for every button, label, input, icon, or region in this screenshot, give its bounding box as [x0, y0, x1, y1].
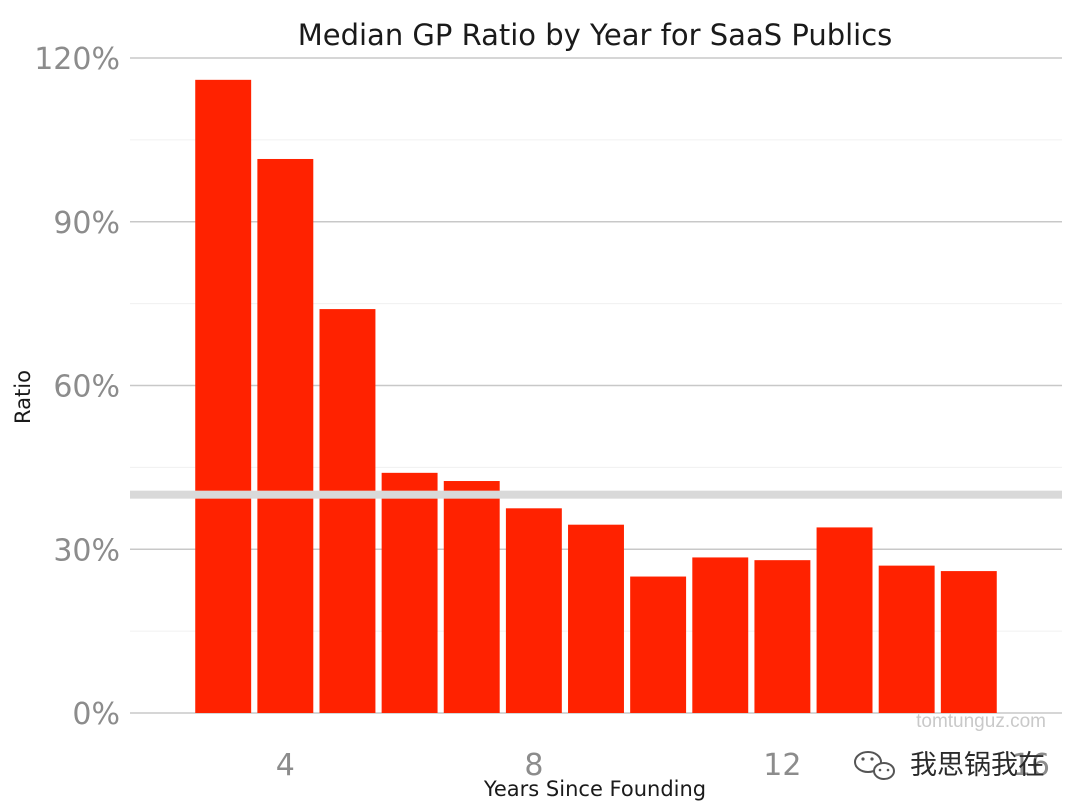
bar	[816, 527, 873, 713]
watermark-text: tomtunguz.com	[916, 711, 1046, 732]
bar	[940, 571, 997, 713]
x-tick-label: 16	[1012, 748, 1050, 783]
chart-title: Median GP Ratio by Year for SaaS Publics	[298, 18, 893, 52]
reference-line	[130, 490, 1062, 499]
bar	[630, 576, 687, 713]
bar	[505, 508, 562, 713]
bars	[195, 79, 997, 714]
y-tick-label: 120%	[34, 42, 120, 77]
bar	[754, 560, 811, 713]
bar	[878, 565, 935, 713]
x-tick-label: 8	[524, 748, 543, 783]
x-axis-label: Years Since Founding	[483, 777, 706, 801]
y-tick-label: 90%	[53, 206, 120, 241]
y-tick-label: 0%	[72, 697, 120, 732]
wechat-icon	[854, 751, 895, 780]
x-tick-labels: 4 8 12 16	[276, 748, 1050, 783]
bar	[257, 158, 314, 713]
x-tick-label: 12	[763, 748, 801, 783]
wechat-caption: 我思锅我在	[910, 750, 1045, 781]
bar	[692, 557, 749, 713]
bar	[381, 472, 438, 713]
x-tick-label: 4	[276, 748, 295, 783]
y-tick-label: 60%	[53, 370, 120, 405]
y-tick-labels: 0% 30% 60% 90% 120%	[34, 42, 120, 732]
bar	[319, 309, 376, 713]
bar	[568, 524, 624, 713]
y-tick-label: 30%	[53, 533, 120, 568]
bar	[195, 79, 252, 714]
bar	[443, 481, 500, 713]
y-axis-label: Ratio	[11, 370, 35, 424]
